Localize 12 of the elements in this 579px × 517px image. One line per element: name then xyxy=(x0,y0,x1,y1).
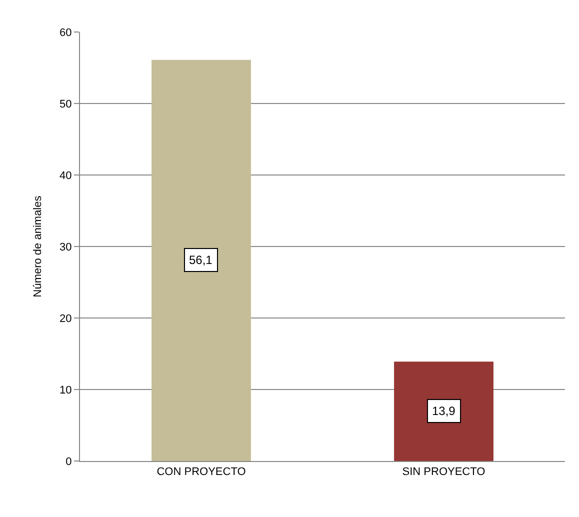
y-tick-label: 0 xyxy=(66,456,72,468)
data-label: 13,9 xyxy=(432,404,456,418)
x-tick-label: SIN PROYECTO xyxy=(402,466,486,478)
y-axis-title: Número de animales xyxy=(32,195,44,298)
y-tick-label: 20 xyxy=(60,312,72,325)
y-tick-label: 30 xyxy=(60,241,72,254)
x-tick-label: CON PROYECTO xyxy=(156,466,246,478)
y-tick-label: 40 xyxy=(60,170,72,182)
y-tick-label: 10 xyxy=(60,384,72,396)
y-tick-label: 60 xyxy=(60,26,72,39)
y-tick-label: 50 xyxy=(60,98,72,110)
data-label: 56,1 xyxy=(189,253,213,267)
